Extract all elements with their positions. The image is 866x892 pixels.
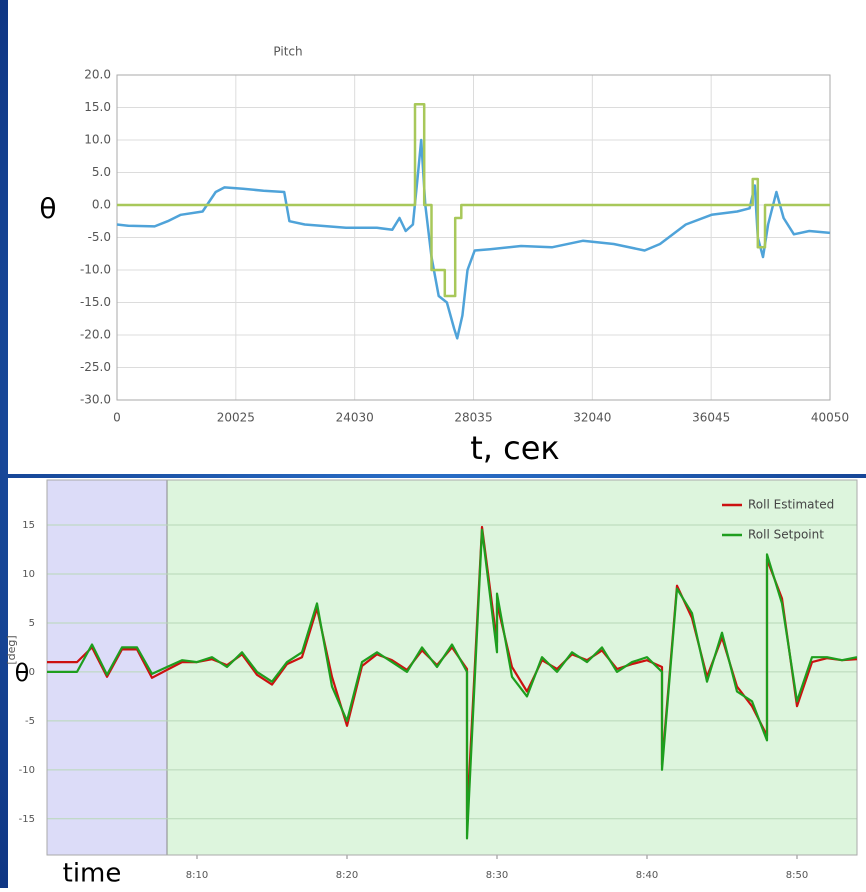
x-tick-label: 24030 (336, 411, 374, 425)
x-tick-label: 40050 (811, 411, 849, 425)
y-tick-label: 0.0 (92, 198, 111, 212)
x-tick-label: 20025 (217, 411, 255, 425)
y-tick-label: -30.0 (80, 393, 111, 407)
y-tick-label: 10.0 (84, 133, 111, 147)
y-tick-label: 5 (29, 618, 35, 629)
y-tick-label: -15.0 (80, 295, 111, 309)
plot-frame (46, 479, 858, 856)
y-tick-label: -20.0 (80, 328, 111, 342)
series-line (47, 528, 858, 840)
y-axis-label: [deg] (5, 635, 18, 664)
y-axis-label: θ (39, 192, 56, 225)
y-tick-label: 15.0 (84, 100, 111, 114)
legend-label: Roll Setpoint (748, 528, 824, 542)
series-line (117, 103, 830, 298)
x-tick-label: 8:40 (636, 870, 658, 881)
annotation: θ (15, 659, 30, 687)
y-tick-label: 20.0 (84, 68, 111, 82)
x-tick-label: 0 (113, 411, 121, 425)
y-tick-label: 10 (22, 569, 35, 580)
x-tick-label: 8:30 (486, 870, 508, 881)
y-tick-label: -10 (19, 765, 35, 776)
y-tick-label: 15 (22, 520, 35, 531)
x-tick-label: 8:10 (186, 870, 208, 881)
chart-title: Pitch (273, 45, 302, 59)
plot-frame (116, 74, 831, 401)
x-tick-label: 8:50 (786, 870, 808, 881)
y-tick-label: -15 (19, 814, 35, 825)
annotation: time (63, 859, 122, 889)
x-tick-label: 32040 (573, 411, 611, 425)
y-tick-label: 0 (29, 667, 35, 678)
y-tick-label: 5.0 (92, 165, 111, 179)
x-tick-label: 28035 (454, 411, 492, 425)
legend-label: Roll Estimated (748, 498, 834, 512)
x-tick-label: 36045 (692, 411, 730, 425)
x-tick-label: 8:20 (336, 870, 358, 881)
y-tick-label: -25.0 (80, 360, 111, 374)
y-tick-label: -10.0 (80, 263, 111, 277)
y-tick-label: -5 (25, 716, 35, 727)
x-axis-label: t, сек (470, 429, 560, 467)
y-tick-label: -5.0 (88, 230, 111, 244)
